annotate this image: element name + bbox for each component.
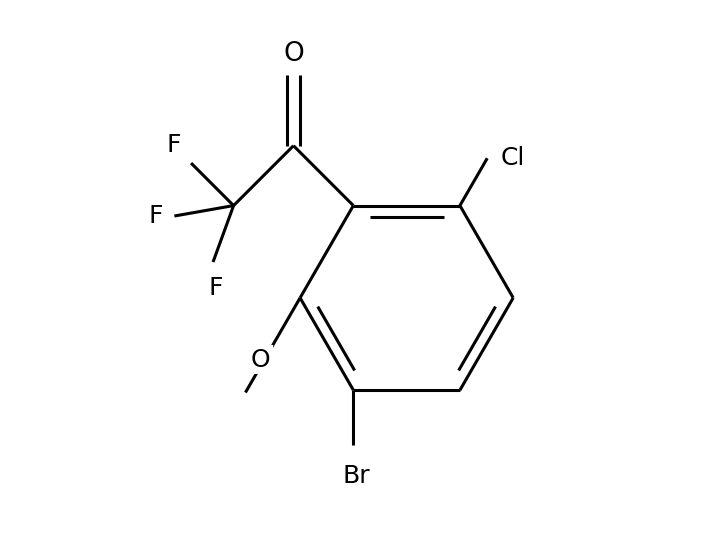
Text: F: F xyxy=(167,132,181,157)
Text: O: O xyxy=(251,348,270,372)
Text: Cl: Cl xyxy=(501,146,525,170)
Text: F: F xyxy=(208,275,223,300)
Text: Br: Br xyxy=(342,464,370,488)
Text: O: O xyxy=(283,41,304,67)
Text: F: F xyxy=(149,204,163,228)
